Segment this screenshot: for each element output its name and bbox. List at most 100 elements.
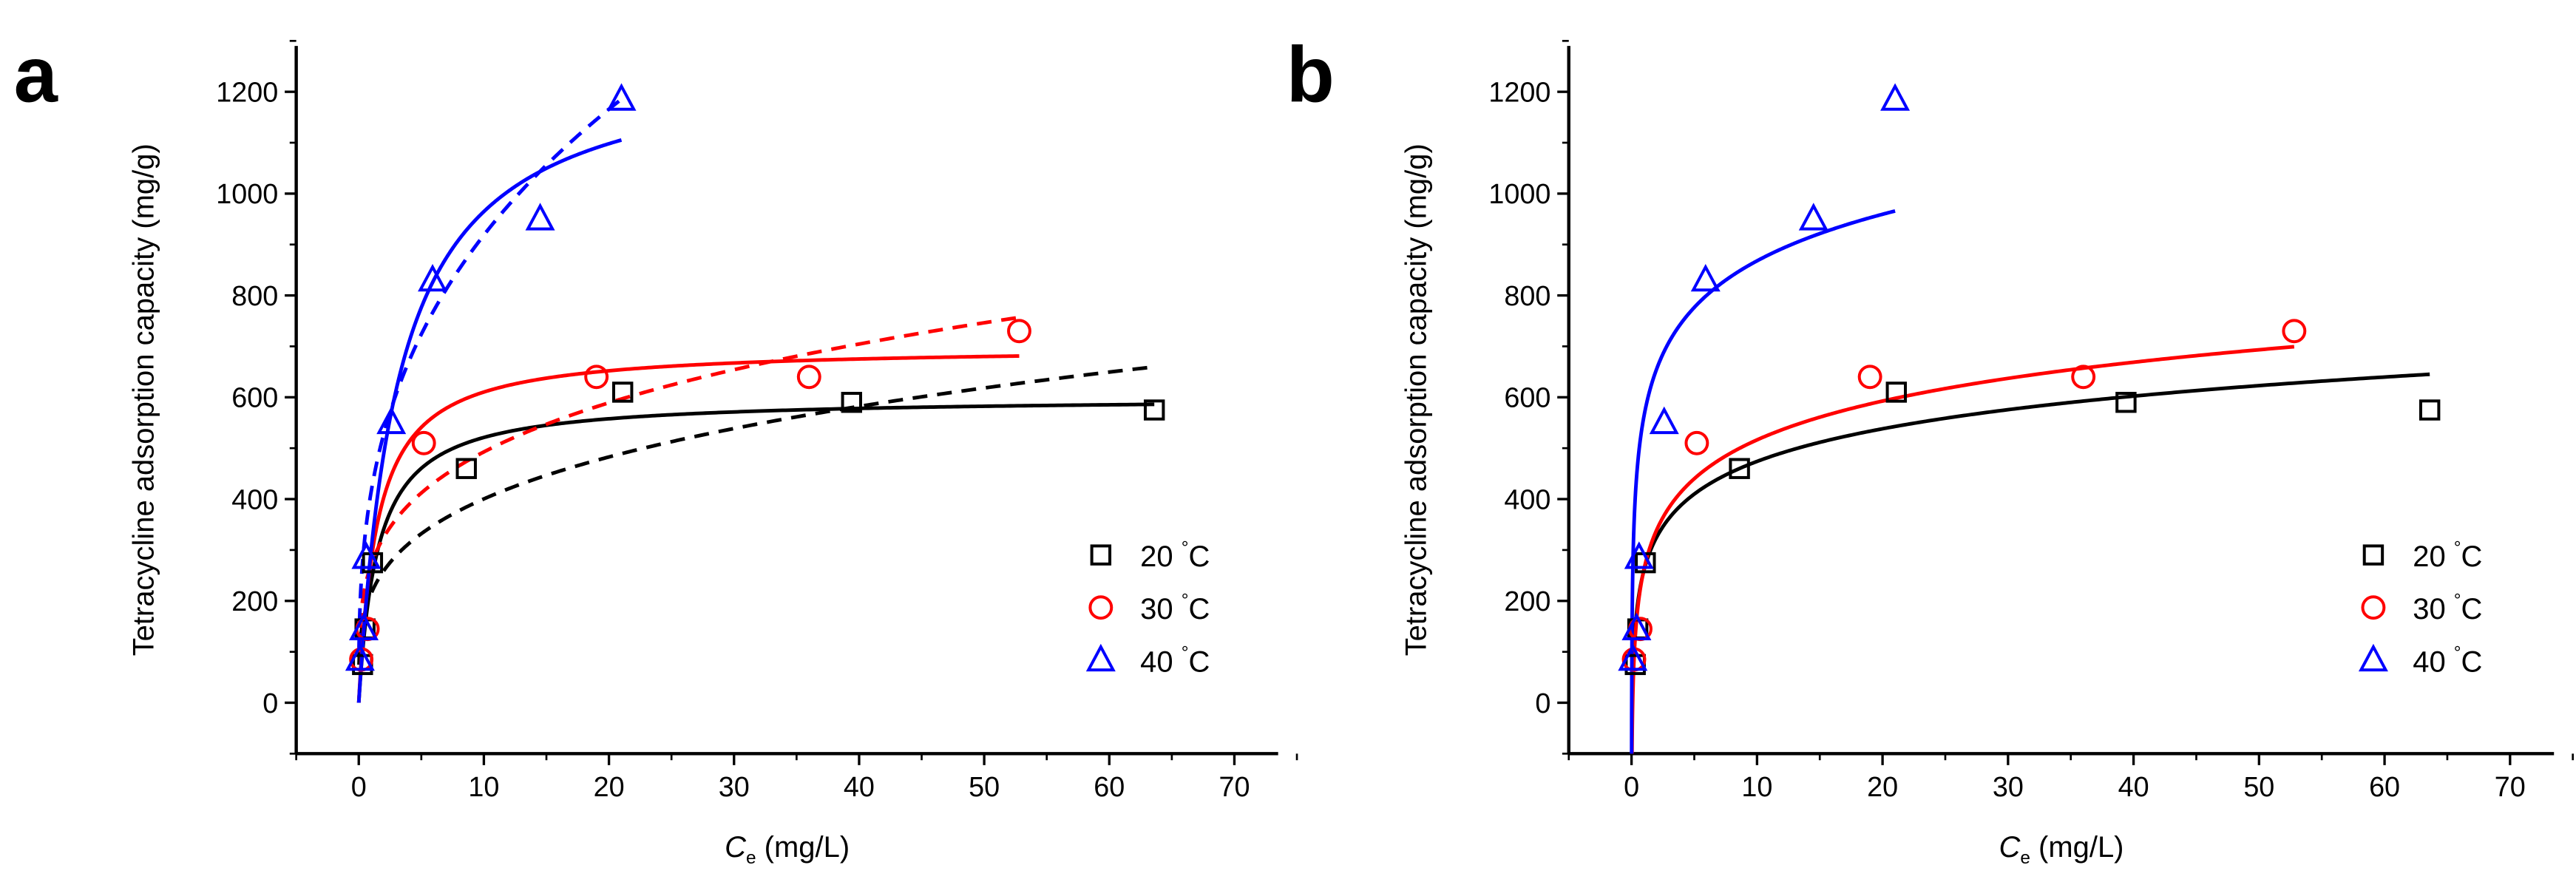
- data-point-square: [2419, 399, 2441, 421]
- fit-curve-temkin: [1630, 209, 1896, 754]
- data-point-circle: [584, 364, 609, 390]
- legend-label: 30: [2413, 593, 2454, 625]
- data-point-triangle: [1880, 83, 1911, 111]
- data-point-triangle: [418, 263, 448, 292]
- x-axis-label: Ce (mg/L): [1999, 831, 2123, 868]
- data-point-circle: [411, 430, 436, 455]
- data-point-triangle: [1618, 642, 1648, 671]
- fit-curve-temkin: [1630, 372, 2430, 754]
- y-tick-label: 600: [231, 382, 278, 413]
- data-point-triangle: [2358, 643, 2388, 672]
- legend-unit-degree: °: [2454, 590, 2461, 610]
- data-point-square: [1885, 382, 1907, 403]
- y-tick-label: 1200: [1488, 76, 1550, 107]
- legend-unit-c: C: [2461, 593, 2483, 625]
- legend-label: 20: [2413, 540, 2454, 573]
- x-label-unit: (mg/L): [2030, 831, 2124, 864]
- x-tick-label: 60: [1094, 771, 1125, 802]
- panel-b: b 0 10 20 30 40 50 60 70 0 200 400 600 800 1000 1200 Tet…: [1287, 31, 2575, 868]
- data-point-triangle: [606, 83, 637, 111]
- legend-entry: 20 °C: [1140, 538, 1210, 573]
- data-point-circle: [1857, 364, 1882, 390]
- data-point-triangle: [1690, 263, 1721, 292]
- x-label-main: C: [1999, 831, 2021, 864]
- y-axis-label: Tetracycline adsorption capacity (mg/g): [127, 143, 160, 656]
- legend-entry: 20 °C: [2413, 538, 2482, 573]
- x-tick-label: 50: [969, 771, 1000, 802]
- x-tick-label: 10: [1741, 771, 1772, 802]
- data-point-circle: [2071, 364, 2096, 390]
- fit-curve-langmuir: [356, 402, 1155, 703]
- legend-unit-c: C: [1188, 645, 1210, 678]
- legend-entry: 40 °C: [1140, 643, 1210, 679]
- x-tick-label: 30: [719, 771, 750, 802]
- x-tick-label: 0: [1624, 771, 1639, 802]
- x-label-main: C: [725, 831, 747, 864]
- data-point-circle: [2361, 595, 2386, 620]
- x-tick-label: 70: [2495, 771, 2526, 802]
- y-tick-label: 800: [1504, 280, 1550, 311]
- legend-unit-c: C: [1188, 540, 1210, 573]
- fit-curve-freundlich: [357, 98, 623, 648]
- data-point-triangle: [1085, 643, 1116, 672]
- panel-label: b: [1287, 31, 1335, 119]
- x-label-sub: e: [746, 848, 756, 868]
- y-tick-label: 0: [262, 688, 278, 719]
- legend-unit-degree: °: [1182, 590, 1189, 610]
- fit-curve-temkin: [1630, 345, 2295, 754]
- x-tick-label: 0: [351, 771, 367, 802]
- legend-entry: 30 °C: [1140, 590, 1210, 625]
- legend: 20 °C30 °C40 °C: [2358, 538, 2482, 679]
- data-point-square: [841, 391, 863, 413]
- data-point-triangle: [1798, 203, 1828, 231]
- legend-entry: 40 °C: [2413, 643, 2482, 679]
- legend-unit-degree: °: [2454, 538, 2461, 557]
- y-tick-label: 1000: [216, 178, 278, 209]
- data-point-circle: [1684, 430, 1709, 455]
- data-point-square: [1143, 399, 1165, 421]
- legend-unit-c: C: [2461, 645, 2483, 678]
- x-tick-label: 60: [2369, 771, 2400, 802]
- x-label-unit: (mg/L): [756, 831, 850, 864]
- legend-entry: 30 °C: [2413, 590, 2482, 625]
- legend-label: 40: [1140, 645, 1182, 678]
- panel-a: a 0 10 20 30 40 50 60 70 0 200 400 600 800 1000 1200 Tet…: [14, 31, 1298, 868]
- legend-label: 40: [2413, 645, 2454, 678]
- data-point-triangle: [349, 612, 379, 640]
- x-tick-label: 30: [1993, 771, 2024, 802]
- x-tick-label: 50: [2243, 771, 2274, 802]
- y-tick-label: 400: [1504, 484, 1550, 515]
- y-tick-label: 200: [1504, 586, 1550, 617]
- y-tick-label: 0: [1535, 688, 1550, 719]
- data-point-triangle: [525, 203, 555, 231]
- y-tick-label: 1000: [1488, 178, 1550, 209]
- data-point-triangle: [351, 541, 382, 569]
- data-point-square: [1729, 458, 1750, 479]
- y-tick-label: 200: [231, 586, 278, 617]
- x-tick-label: 10: [468, 771, 499, 802]
- x-tick-label: 40: [2118, 771, 2149, 802]
- y-tick-label: 600: [1504, 382, 1550, 413]
- panel-label: a: [14, 31, 58, 119]
- x-tick-label: 40: [844, 771, 875, 802]
- data-point-triangle: [1621, 612, 1652, 640]
- y-tick-label: 800: [231, 280, 278, 311]
- data-point-square: [1090, 544, 1112, 566]
- legend-unit-c: C: [2461, 540, 2483, 573]
- x-axis-label: Ce (mg/L): [725, 831, 850, 868]
- data-point-circle: [2282, 319, 2307, 344]
- legend-unit-c: C: [1188, 593, 1210, 625]
- data-point-circle: [1088, 595, 1114, 620]
- legend-unit-degree: °: [2454, 643, 2461, 663]
- data-point-triangle: [1624, 541, 1654, 569]
- x-tick-label: 70: [1218, 771, 1250, 802]
- data-point-square: [2115, 391, 2137, 413]
- data-point-square: [455, 458, 477, 479]
- legend-unit-degree: °: [1182, 538, 1189, 557]
- x-label-sub: e: [2020, 848, 2030, 868]
- data-point-triangle: [345, 642, 375, 671]
- y-tick-label: 1200: [216, 76, 278, 107]
- legend-unit-degree: °: [1182, 643, 1189, 663]
- data-point-square: [2362, 544, 2385, 566]
- x-tick-label: 20: [1867, 771, 1898, 802]
